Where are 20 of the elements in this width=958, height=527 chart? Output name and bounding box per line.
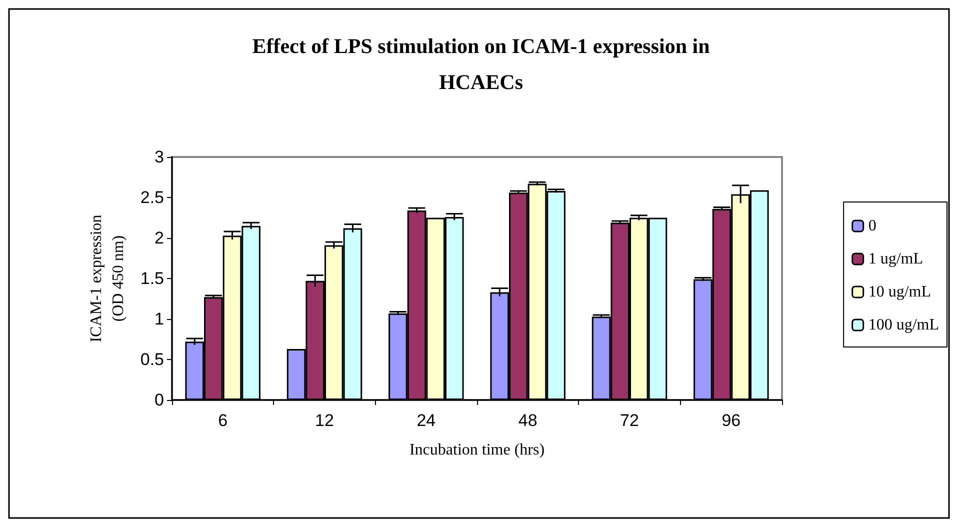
legend-label: 100 ug/mL [868, 316, 940, 334]
y-tick-label: 2 [154, 228, 164, 248]
y-tick-label: 2.5 [140, 188, 164, 207]
y-tick-label: 1 [154, 310, 164, 328]
x-tick-label: 6 [218, 411, 228, 430]
x-tick-label: 96 [722, 411, 741, 430]
y-tick-label: 0.5 [140, 350, 164, 369]
chart-title: Effect of LPS stimulation on ICAM-1 expression in HCAECs [252, 34, 710, 94]
legend-label: 10 ug/mL [868, 284, 932, 300]
y-axis-title: ICAM-1 expression (OD 450 nm) [88, 214, 127, 342]
x-tick-label: 12 [315, 411, 334, 430]
y-tick-label: 0 [154, 390, 164, 410]
x-axis-title: Incubation time (hrs) [409, 442, 545, 458]
legend-label: 1 ug/mL [868, 250, 924, 268]
legend-label: 0 [868, 218, 876, 234]
x-tick-label: 72 [620, 411, 639, 430]
y-tick-label: 1.5 [140, 269, 164, 288]
y-tick-label: 3 [154, 148, 164, 166]
x-tick-label: 24 [416, 411, 436, 430]
x-tick-label: 48 [518, 411, 538, 430]
